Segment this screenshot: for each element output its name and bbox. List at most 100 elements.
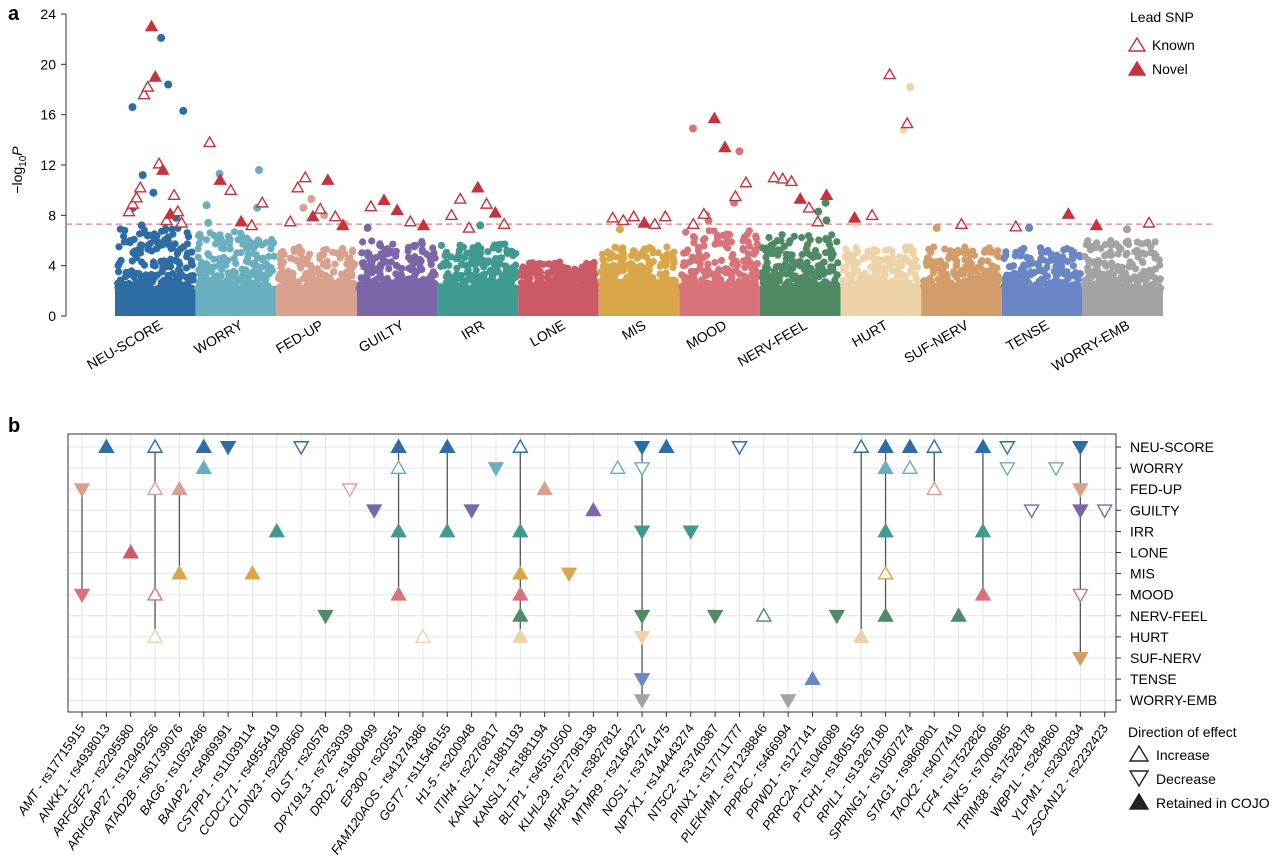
increase-triangle-icon (1128, 744, 1150, 762)
snp-point (519, 263, 527, 271)
snp-point (156, 239, 164, 247)
snp-point (237, 249, 245, 257)
effect-marker-decrease (487, 462, 505, 477)
snp-point (128, 257, 136, 265)
effect-marker-decrease (1072, 441, 1089, 456)
snp-point (299, 284, 307, 292)
snp-point (790, 232, 798, 240)
snp-point (477, 259, 486, 267)
effect-marker-increase (512, 607, 529, 622)
snp-point (808, 270, 817, 278)
effect-marker-decrease (731, 441, 748, 456)
snp-point (908, 263, 916, 271)
snp-point (743, 274, 751, 283)
row-label: MOOD (1130, 587, 1174, 603)
snp-point (632, 269, 640, 277)
effect-marker-increase (171, 565, 188, 580)
snp-point (1147, 243, 1155, 251)
row-label: TENSE (1130, 671, 1177, 687)
snp-point (115, 243, 123, 251)
snp-point (140, 261, 149, 269)
snp-point (881, 265, 889, 274)
snp-point (696, 259, 704, 268)
snp-point (350, 279, 358, 288)
snp-point (983, 267, 991, 275)
snp-point (804, 264, 813, 272)
snp-point (694, 243, 703, 251)
snp-point (471, 278, 479, 286)
snp-point (377, 242, 385, 250)
snp-point (441, 252, 449, 260)
snp-point (337, 270, 346, 278)
x-tick-label: SUF-NERV (901, 316, 971, 366)
snp-point (220, 245, 228, 253)
snp-point (1103, 275, 1111, 283)
cluster-guilty (355, 237, 439, 316)
lead-snp-novel (234, 214, 248, 227)
snp-point (1072, 269, 1080, 277)
snp-point (164, 80, 173, 89)
lead-snp-novel (847, 210, 862, 223)
snp-point (1026, 281, 1034, 289)
snp-point (233, 284, 241, 292)
effect-marker-increase (98, 438, 115, 453)
snp-point (925, 245, 933, 253)
lead-snp-known (648, 217, 662, 229)
snp-point (617, 257, 625, 265)
snp-point (901, 243, 910, 251)
snp-point (641, 283, 650, 292)
snp-point (341, 250, 349, 258)
snp-point (876, 277, 884, 286)
snp-point (320, 278, 328, 286)
snp-point (305, 272, 313, 280)
snp-point (1133, 281, 1141, 289)
snp-point (143, 275, 151, 283)
snp-point (822, 216, 831, 225)
snp-point (275, 283, 283, 291)
snp-point (410, 243, 419, 251)
snp-point (859, 255, 867, 263)
snp-point (966, 278, 974, 286)
snp-point (517, 279, 526, 287)
snp-point (124, 268, 132, 277)
snp-point (199, 281, 207, 289)
effect-marker-increase (390, 586, 407, 601)
effect-marker-increase (512, 628, 529, 643)
snp-point (207, 284, 215, 292)
lead-snp-known (811, 214, 825, 227)
snp-point (865, 273, 873, 281)
effect-marker-increase (268, 522, 286, 538)
snp-point (702, 251, 711, 259)
snp-point (244, 243, 253, 251)
x-tick-label: WORRY-EMB (1049, 317, 1132, 374)
snp-point (1084, 264, 1092, 272)
snp-point (471, 261, 479, 269)
effect-marker-decrease (706, 609, 724, 625)
snp-point (798, 250, 806, 259)
snp-point (851, 267, 859, 275)
lead-snp-known (223, 183, 238, 195)
effect-marker-increase (512, 522, 529, 538)
snp-point (864, 247, 872, 255)
snp-point (348, 248, 357, 256)
snp-point (322, 245, 331, 254)
x-tick-label: IRR (458, 317, 487, 343)
snp-point (358, 249, 366, 257)
snp-point (1138, 240, 1146, 248)
snp-point (1030, 269, 1038, 277)
snp-point (329, 268, 338, 276)
x-tick-label: NERV-FEEL (735, 317, 810, 370)
snp-point (230, 228, 239, 236)
snp-point (765, 233, 773, 242)
snp-point (252, 261, 260, 269)
snp-point (725, 284, 733, 292)
snp-point (499, 284, 507, 292)
snp-point (184, 249, 192, 257)
snp-point (447, 253, 455, 261)
snp-point (366, 261, 374, 269)
snp-point (440, 260, 448, 268)
snp-point (1081, 276, 1089, 285)
effect-marker-decrease (219, 441, 237, 456)
snp-point (909, 283, 918, 291)
